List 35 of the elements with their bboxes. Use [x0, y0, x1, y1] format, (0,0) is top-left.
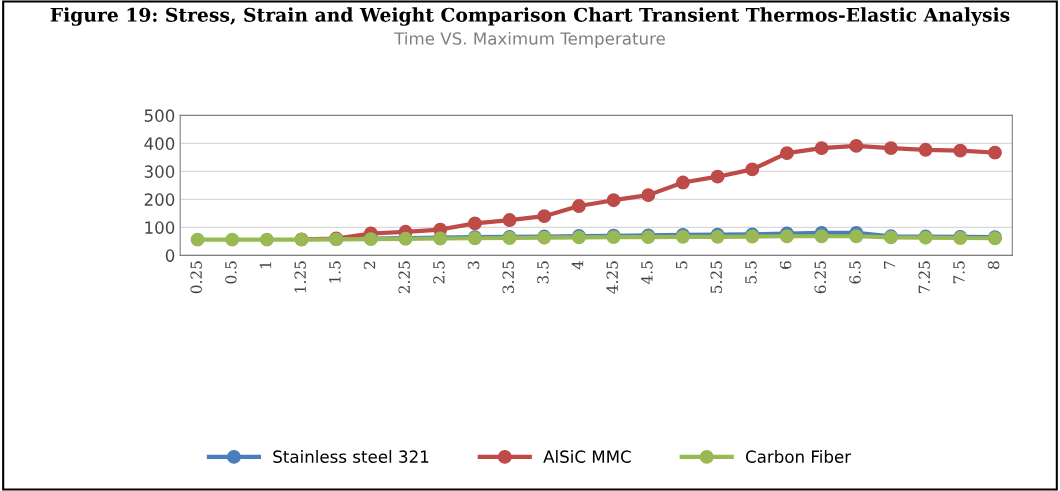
y-tick-label: 300	[144, 165, 175, 178]
x-tick-label: 6.5	[849, 261, 861, 284]
x-tick-label: 4.5	[641, 261, 653, 285]
x-tick-label: 4.25	[606, 261, 619, 294]
x-tick-label: 7.25	[918, 261, 931, 293]
x-tick-label: 0.5	[225, 261, 237, 284]
x-tick-label: 0.25	[190, 261, 202, 294]
x-tick-label: 6	[779, 261, 792, 269]
x-tick-label: 7	[884, 261, 896, 269]
x-tick-label: 1	[259, 262, 272, 269]
chart-subtitle: Time VS. Maximum Temperature	[394, 31, 665, 49]
x-tick-label: 1.25	[294, 261, 306, 293]
x-tick-label: 1.5	[329, 261, 341, 283]
x-tick-label: 6.25	[814, 261, 827, 294]
x-tick-label: 3.25	[502, 261, 515, 294]
x-tick-label: 5	[676, 261, 688, 269]
x-tick-label: 8	[987, 261, 1000, 269]
y-tick-label: 100	[145, 221, 175, 234]
x-tick-label: 3	[467, 261, 480, 269]
x-tick-label: 4	[571, 260, 584, 270]
x-tick-label: 5.5	[745, 261, 757, 284]
legend-label: AlSiC MMC	[543, 450, 631, 463]
chart-title: Figure 19: Stress, Strain and Weight Comparison Chart Transient Thermos-Elastic Analysis	[50, 7, 1010, 26]
x-tick-label: 3.5	[537, 261, 549, 284]
x-tick-label: 5.25	[710, 261, 723, 293]
x-tick-label: 7.5	[953, 261, 965, 284]
legend-label: Stainless steel 321	[273, 450, 429, 463]
x-tick-label: 2.5	[433, 261, 445, 284]
x-tick-label: 2	[363, 261, 376, 269]
y-tick-label: 0	[165, 249, 175, 262]
legend-label: Carbon Fiber	[745, 450, 852, 463]
x-tick-label: 2.25	[398, 261, 410, 294]
y-tick-label: 200	[144, 193, 175, 206]
y-tick-label: 500	[144, 109, 175, 122]
y-tick-label: 400	[144, 137, 175, 150]
